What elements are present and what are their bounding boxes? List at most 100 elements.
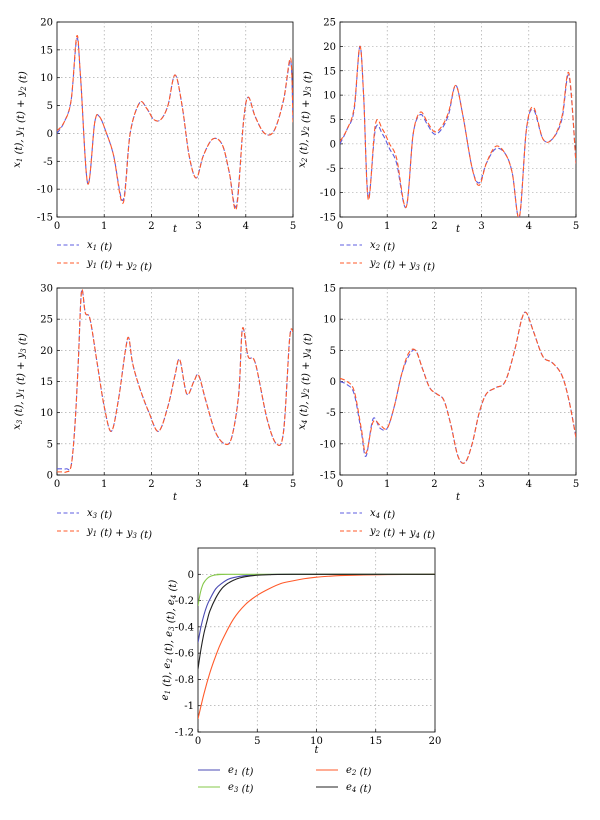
y-tick-label: -5 [43,157,53,168]
x-axis-label: t [173,492,178,503]
y-axis-label: x4 (t), y2 (t) + y4 (t) [297,333,314,430]
y-tick-label: 15 [40,45,53,56]
x-tick-label: 2 [431,479,437,490]
y-axis-label: x1 (t), y1 (t) + y2 (t) [12,71,29,168]
x-tick-label: 1 [384,479,390,490]
chart-panel-3: 0 1 2 3 4 5 0 5 10 15 20 25 30 t x3 (t), y1 (t) + y3 (… [12,284,296,542]
x-tick-label: 0 [337,221,343,232]
y-tick-label: 5 [330,115,336,126]
y-tick-label: 0 [330,377,336,388]
y-tick-label: 0 [330,139,336,150]
x-tick-label: 2 [148,221,154,232]
y-tick-label: -10 [320,188,336,199]
x-tick-label: 5 [254,736,260,747]
x-tick-label: 4 [243,221,249,232]
y-tick-label: -0.4 [175,622,194,633]
series-line-2 [340,45,576,217]
x-tick-label: 3 [478,479,484,490]
y-tick-label: 0 [47,129,53,140]
x-tick-label: 1 [101,221,107,232]
x-tick-label: 4 [243,479,249,490]
y-tick-label: 30 [40,284,53,295]
x-tick-label: 2 [148,479,154,490]
y-tick-label: -0.2 [175,596,194,607]
y-tick-label: -5 [326,164,336,175]
x-tick-label: 4 [526,221,532,232]
y-tick-label: 20 [40,18,53,29]
x-axis-label: t [173,224,178,235]
x-tick-label: 0 [337,479,343,490]
y-tick-label: 10 [323,315,336,326]
series-line-4 [198,573,435,669]
y-tick-label: 10 [40,408,53,419]
x-tick-label: 3 [195,221,201,232]
x-tick-label: 0 [54,221,60,232]
x-tick-label: 2 [431,221,437,232]
y-tick-label: -10 [320,439,336,450]
chart-panel-2: 0 1 2 3 4 5 -15 -10 -5 0 5 10 15 20 25 t x2 (t), y2 (t) … [297,18,579,274]
y-tick-label: 25 [40,315,53,326]
y-tick-label: -1.2 [175,728,194,739]
legend-label-2: y1 (t) + y2 (t) [86,258,152,273]
x-tick-label: 0 [195,736,201,747]
y-tick-label: 20 [323,42,336,53]
y-tick-label: 10 [40,73,53,84]
x-tick-label: 5 [290,479,296,490]
x-tick-label: 5 [573,479,579,490]
y-axis-label: e1 (t), e2 (t), e3 (t), e4 (t) [160,580,179,701]
y-tick-label: 5 [330,346,336,357]
x-tick-label: 4 [526,479,532,490]
series-line-1 [57,288,293,471]
y-tick-label: 0 [188,570,194,581]
legend-label-2: y2 (t) + y3 (t) [369,258,435,273]
y-tick-label: 15 [323,284,336,295]
x-axis-label: t [314,745,319,756]
x-tick-label: 10 [310,736,323,747]
legend-label-2: y2 (t) + y4 (t) [369,526,435,541]
x-tick-label: 3 [195,479,201,490]
y-tick-label: 5 [47,439,53,450]
legend-label-2: y1 (t) + y3 (t) [86,526,152,541]
series-line-1 [340,311,576,464]
legend-label-1: e1 (t) [228,765,253,778]
x-axis-label: t [456,224,461,235]
legend-label-3: e3 (t) [228,782,253,795]
x-tick-label: 3 [478,221,484,232]
x-axis-label: t [456,492,461,503]
y-tick-label: 25 [323,18,336,29]
y-tick-label: 15 [323,66,336,77]
x-tick-label: 20 [429,736,442,747]
y-tick-label: 15 [40,377,53,388]
x-tick-label: 1 [101,479,107,490]
x-tick-label: 1 [384,221,390,232]
y-tick-label: -15 [320,471,336,482]
y-tick-label: 20 [40,346,53,357]
y-tick-label: -10 [37,185,53,196]
plot-frame [56,21,294,218]
series-line-1 [57,37,293,208]
y-axis-label: x2 (t), y2 (t) + y3 (t) [297,71,314,168]
legend-label-1: x3 (t) [87,508,112,521]
y-tick-label: 0 [47,471,53,482]
legend-label-1: x1 (t) [87,240,112,253]
y-tick-label: 5 [47,101,53,112]
chart-panel-4: 0 1 2 3 4 5 -15 -10 -5 0 5 10 15 t x4 (t), y2 (t) + y4… [297,284,579,542]
y-axis-label: x3 (t), y1 (t) + y3 (t) [12,333,29,430]
x-tick-label: 15 [369,736,382,747]
x-tick-label: 5 [290,221,296,232]
legend-label-4: e4 (t) [346,782,371,795]
x-tick-label: 5 [573,221,579,232]
legend-label-1: x4 (t) [370,508,395,521]
series-line-2 [198,573,435,719]
y-tick-label: -15 [37,213,53,224]
y-tick-label: -15 [320,213,336,224]
legend-label-1: x2 (t) [370,240,395,253]
x-tick-label: 0 [54,479,60,490]
series-line-2 [340,311,576,464]
y-tick-label: -1 [184,701,194,712]
chart-panel-5: 0 5 10 15 20 -1.2 -1 -0.8 -0.6 -0.4 -0.2 0 t e1 (t), … [160,547,442,795]
y-tick-label: -0.6 [175,649,194,660]
y-tick-label: 10 [323,91,336,102]
y-tick-label: -5 [326,408,336,419]
